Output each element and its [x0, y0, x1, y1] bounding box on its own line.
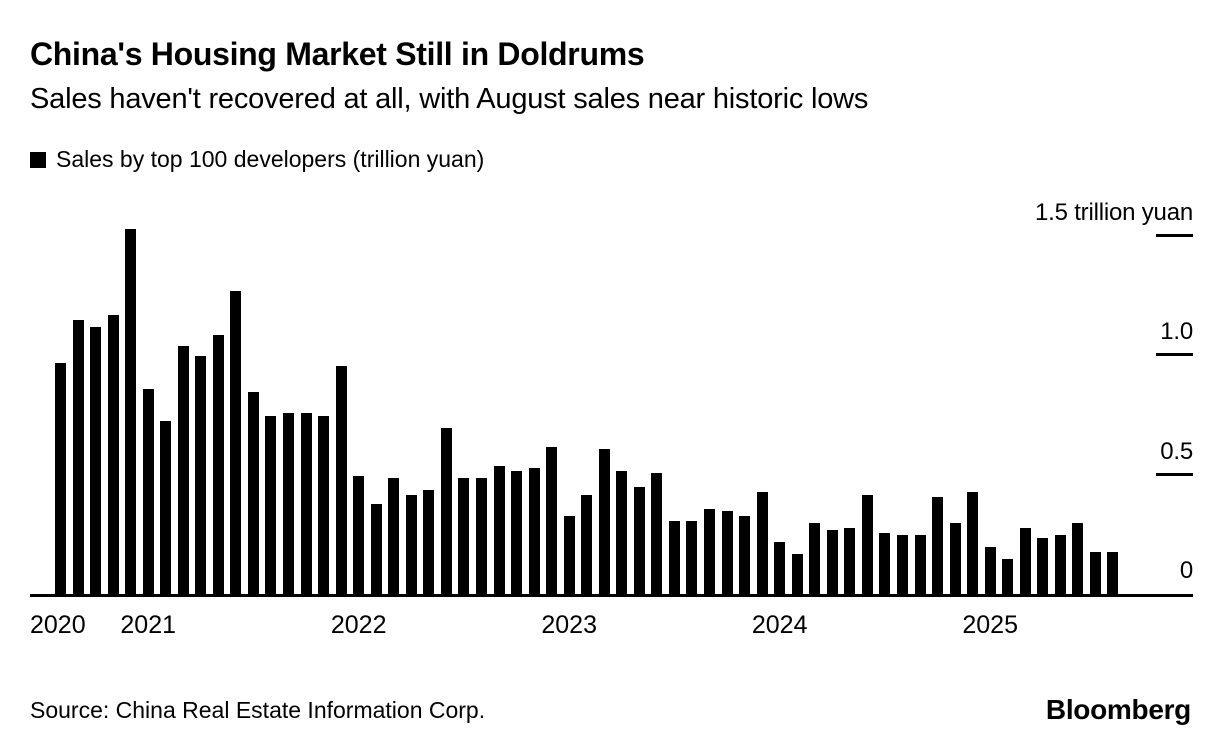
bar-2022-03: [388, 477, 400, 595]
bar-2021-10: [300, 413, 312, 595]
bar-2021-12: [335, 365, 347, 595]
chart-subtitle: Sales haven't recovered at all, with Aug…: [30, 83, 869, 115]
y-tick-mark-1.5: [1156, 233, 1193, 237]
bar-2021-04: [195, 356, 207, 595]
x-axis-label-2020: 2020: [30, 611, 86, 639]
bar-2023-06: [651, 473, 663, 595]
bar-2024-07: [879, 532, 891, 595]
bar-2021-09: [283, 413, 295, 595]
bar-2022-11: [528, 468, 540, 595]
chart-title: China's Housing Market Still in Doldrums: [30, 36, 645, 72]
bar-2022-05: [423, 489, 435, 595]
bar-2023-03: [598, 449, 610, 595]
bar-2023-12: [756, 492, 768, 595]
bar-2021-03: [177, 346, 189, 595]
bar-2020-08: [55, 363, 66, 595]
bar-2025-04: [1037, 537, 1049, 595]
bar-2022-09: [493, 465, 505, 595]
bar-chart: 1.5 trillion yuan 1.0 0.5 0 2020 2021 2022 202…: [30, 195, 1193, 639]
bar-2020-11: [107, 315, 119, 595]
bar-2021-08: [265, 415, 277, 595]
bar-2020-10: [90, 327, 102, 595]
bar-2020-12: [125, 229, 137, 595]
bar-2024-05: [844, 528, 856, 595]
x-axis-label-2022: 2022: [330, 611, 387, 639]
bar-2022-06: [440, 427, 452, 595]
bar-2025-02: [1002, 559, 1014, 595]
bar-2024-08: [896, 535, 908, 595]
y-tick-mark-0.5: [1156, 472, 1193, 476]
bar-2025-06: [1072, 523, 1084, 595]
bar-2022-04: [405, 494, 417, 595]
bar-2021-01: [142, 389, 154, 595]
source-note: Source: China Real Estate Information Co…: [30, 697, 486, 723]
bar-2021-05: [212, 334, 224, 595]
bar-2021-11: [318, 415, 330, 595]
bars-area: [30, 195, 1193, 595]
bar-2023-10: [721, 511, 733, 595]
bar-2022-08: [475, 477, 487, 595]
bar-2023-09: [704, 508, 716, 595]
bar-2022-10: [511, 470, 523, 595]
bar-2020-09: [72, 320, 84, 595]
bar-2025-08: [1107, 551, 1119, 595]
bar-2024-01: [774, 542, 786, 595]
bar-2023-01: [563, 516, 575, 595]
bar-2025-05: [1054, 535, 1066, 595]
bar-2025-01: [984, 547, 996, 595]
bar-2023-08: [686, 520, 698, 595]
bar-2023-07: [668, 520, 680, 595]
y-tick-mark-1: [1156, 353, 1193, 356]
bar-2024-04: [826, 530, 838, 595]
x-axis-labels: 2020 2021 2022 2023 2024 2025: [30, 195, 1193, 639]
y-tick-label-0.5: 0.5: [1160, 437, 1193, 465]
legend-label: Sales by top 100 developers (trillion yu…: [56, 146, 485, 172]
x-axis-line: [30, 594, 1193, 597]
bar-2022-01: [353, 475, 365, 595]
bar-2023-02: [581, 494, 593, 595]
bar-2023-04: [616, 470, 628, 595]
bar-2025-07: [1089, 551, 1101, 595]
bar-2022-07: [458, 477, 470, 595]
x-axis-label-2023: 2023: [541, 611, 597, 639]
x-axis-label-2024: 2024: [751, 611, 808, 639]
x-axis-label-2021: 2021: [120, 611, 177, 639]
y-tick-label-0: 0: [1179, 557, 1193, 584]
y-tick-label-1.5: 1.5 trillion yuan: [1034, 198, 1193, 226]
bar-2021-02: [160, 420, 172, 595]
bar-2024-09: [914, 535, 926, 595]
bar-2024-12: [967, 492, 979, 595]
legend: Sales by top 100 developers (trillion yu…: [30, 146, 484, 173]
bloomberg-logo: Bloomberg: [1045, 694, 1191, 725]
bar-2024-06: [861, 494, 873, 595]
bar-2021-06: [230, 291, 242, 595]
bar-2023-11: [739, 516, 751, 595]
bar-2024-10: [932, 497, 944, 595]
legend-swatch-icon: [30, 151, 46, 168]
bar-2025-03: [1019, 528, 1031, 595]
bar-2022-02: [370, 504, 382, 595]
y-tick-label-1: 1.0: [1160, 318, 1193, 345]
bar-2021-07: [247, 391, 259, 595]
bar-2024-11: [949, 523, 961, 595]
x-axis-label-2025: 2025: [962, 611, 1018, 639]
bar-2024-03: [809, 523, 821, 595]
bar-2022-12: [546, 446, 558, 595]
bar-2023-05: [633, 487, 645, 595]
bar-2024-02: [791, 554, 803, 595]
